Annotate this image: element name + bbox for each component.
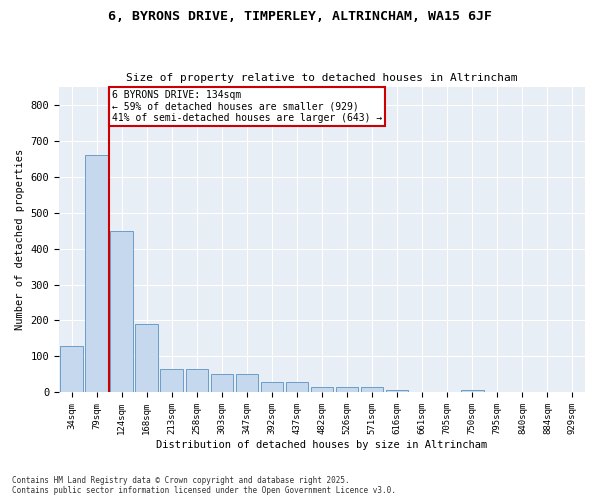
Bar xyxy=(110,230,133,392)
Title: Size of property relative to detached houses in Altrincham: Size of property relative to detached ho… xyxy=(126,73,518,83)
Bar xyxy=(85,155,108,392)
X-axis label: Distribution of detached houses by size in Altrincham: Distribution of detached houses by size … xyxy=(157,440,488,450)
Bar xyxy=(286,382,308,392)
Text: 6, BYRONS DRIVE, TIMPERLEY, ALTRINCHAM, WA15 6JF: 6, BYRONS DRIVE, TIMPERLEY, ALTRINCHAM, … xyxy=(108,10,492,23)
Bar xyxy=(136,324,158,392)
Bar xyxy=(260,382,283,392)
Bar xyxy=(185,369,208,392)
Bar xyxy=(336,387,358,392)
Bar xyxy=(311,387,333,392)
Bar xyxy=(60,346,83,393)
Bar xyxy=(461,390,484,392)
Bar xyxy=(211,374,233,392)
Bar xyxy=(361,387,383,392)
Text: 6 BYRONS DRIVE: 134sqm
← 59% of detached houses are smaller (929)
41% of semi-de: 6 BYRONS DRIVE: 134sqm ← 59% of detached… xyxy=(112,90,382,124)
Bar xyxy=(160,369,183,392)
Text: Contains HM Land Registry data © Crown copyright and database right 2025.
Contai: Contains HM Land Registry data © Crown c… xyxy=(12,476,396,495)
Bar xyxy=(236,374,258,392)
Y-axis label: Number of detached properties: Number of detached properties xyxy=(15,149,25,330)
Bar xyxy=(386,390,409,392)
